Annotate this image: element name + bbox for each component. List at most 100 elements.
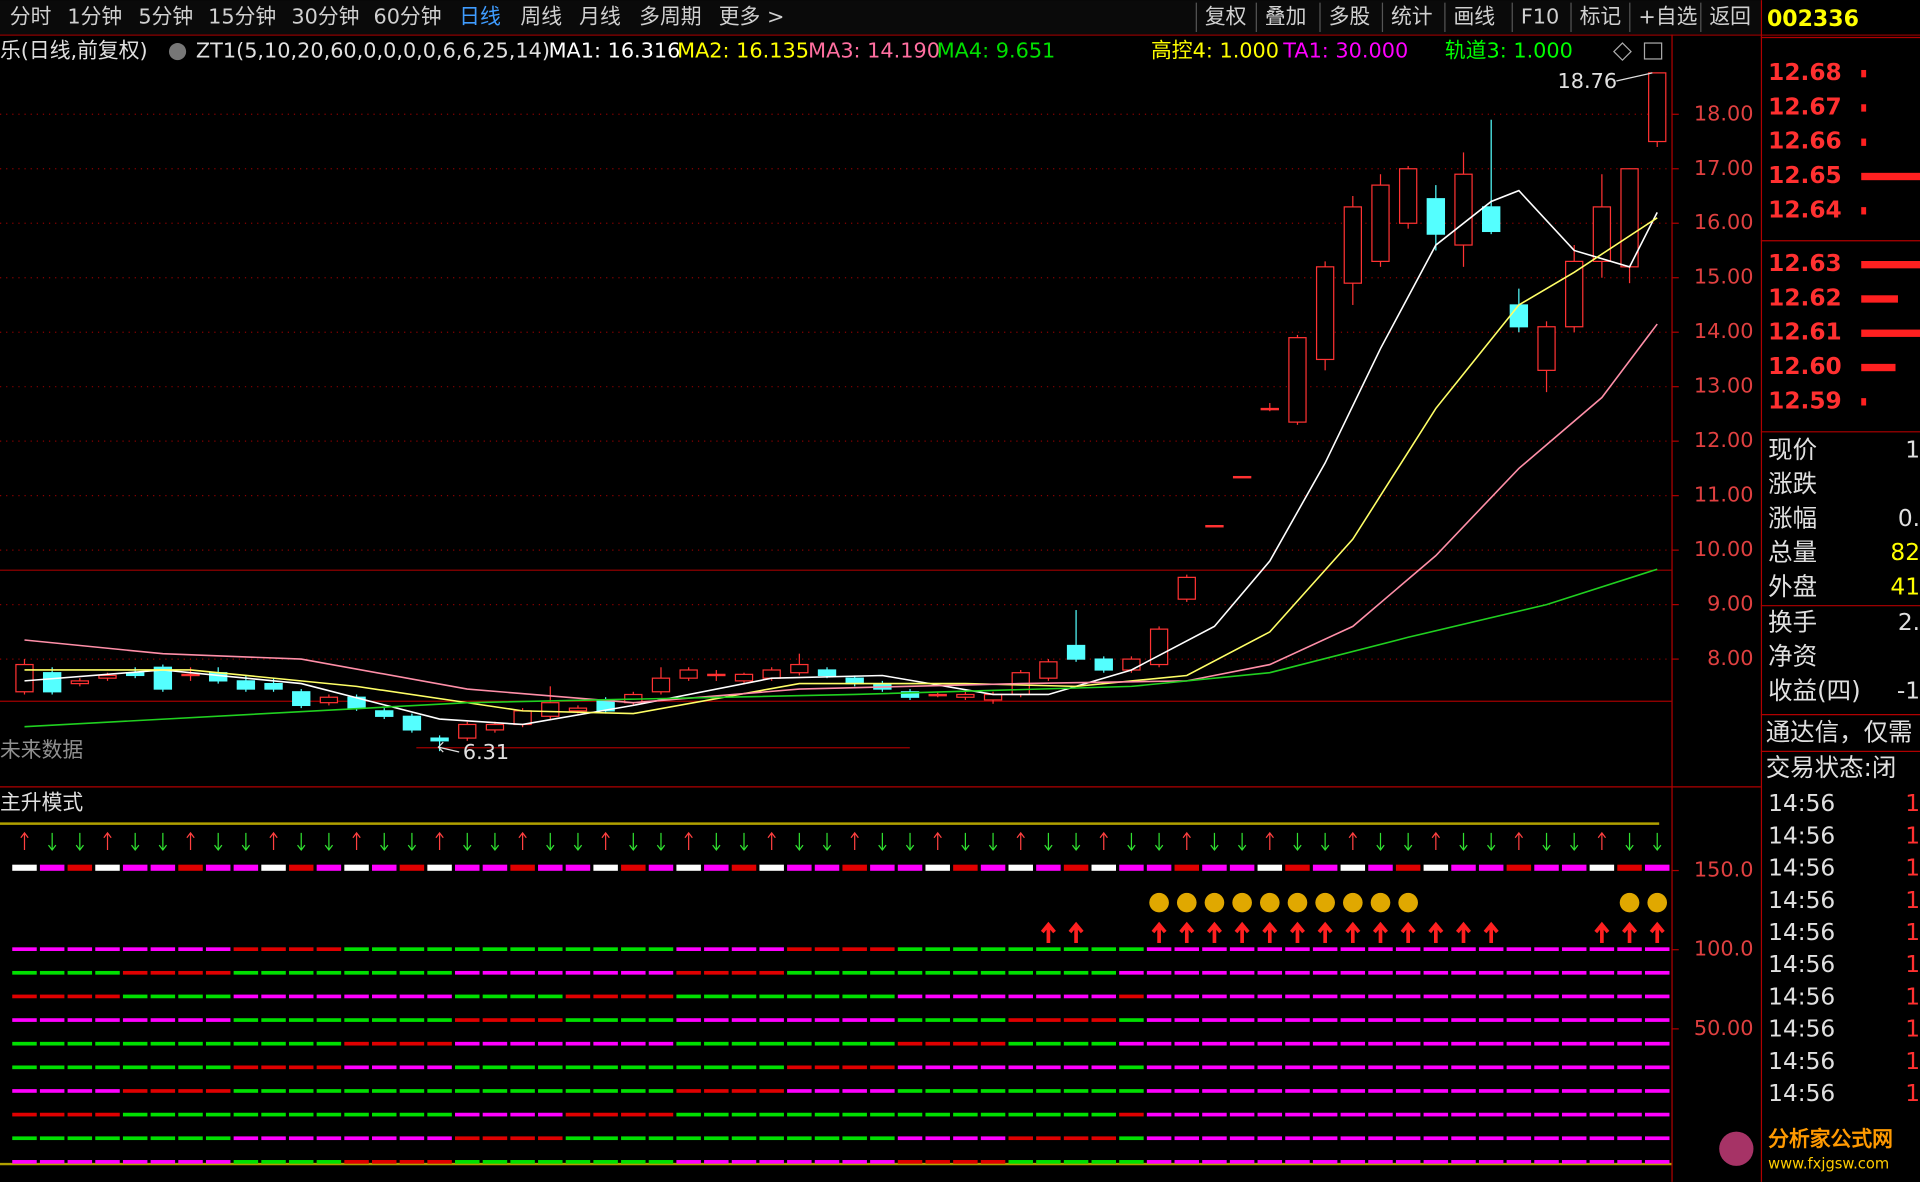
window-icon[interactable] bbox=[1643, 42, 1663, 60]
signal-dash bbox=[1644, 1041, 1670, 1046]
signal-dash bbox=[1506, 1065, 1532, 1070]
period-tab[interactable]: 分时 bbox=[10, 4, 52, 28]
tick-time: 14:56 bbox=[1768, 855, 1835, 882]
book-price: 12.67 bbox=[1768, 93, 1842, 120]
period-tab[interactable]: 月线 bbox=[579, 4, 621, 28]
signal-dash bbox=[1174, 970, 1200, 975]
y-tick-label: 14.00 bbox=[1694, 319, 1754, 343]
toolbar-button[interactable]: 多股 bbox=[1329, 4, 1371, 28]
signal-dash bbox=[1146, 1089, 1172, 1093]
period-tab[interactable]: 多周期 bbox=[639, 4, 701, 28]
signal-dash bbox=[288, 947, 314, 951]
signal-dash bbox=[233, 1112, 259, 1117]
signal-dash bbox=[648, 1065, 674, 1070]
signal-dash bbox=[233, 864, 259, 871]
toolbar-button[interactable]: 返回 bbox=[1709, 4, 1751, 28]
signal-dash bbox=[1202, 1112, 1227, 1117]
signal-dash bbox=[1036, 1136, 1061, 1141]
signal-dash bbox=[925, 1041, 950, 1046]
signal-dash bbox=[1257, 1160, 1283, 1164]
signal-dash bbox=[1451, 1112, 1476, 1117]
signal-dash bbox=[1589, 1160, 1615, 1164]
candle-body bbox=[70, 680, 90, 685]
dropdown-icon[interactable] bbox=[168, 43, 187, 61]
tick-price: 1 bbox=[1905, 790, 1920, 817]
signal-dash bbox=[1561, 1136, 1587, 1141]
signal-dash bbox=[39, 1041, 65, 1046]
period-tab[interactable]: 更多 > bbox=[719, 4, 785, 28]
signal-dash bbox=[787, 1041, 812, 1046]
signal-arrow bbox=[490, 832, 500, 851]
y-tick-label: 11.00 bbox=[1694, 483, 1754, 507]
signal-dash bbox=[427, 1089, 452, 1093]
signal-dash bbox=[1119, 1089, 1144, 1093]
signal-dash bbox=[731, 994, 757, 999]
candle-body bbox=[1648, 72, 1667, 143]
signal-dash bbox=[676, 947, 701, 951]
toolbar-button[interactable]: 画线 bbox=[1453, 4, 1495, 28]
signal-dash bbox=[648, 970, 674, 975]
rise-arrow bbox=[1040, 921, 1056, 944]
depth-bar bbox=[1861, 207, 1867, 215]
signal-dash bbox=[621, 994, 646, 999]
signal-dash bbox=[1091, 1160, 1116, 1164]
signal-dash bbox=[731, 1018, 757, 1022]
tick-price: 1 bbox=[1905, 983, 1920, 1010]
signal-arrow bbox=[463, 832, 472, 851]
signal-dash bbox=[842, 1065, 867, 1070]
period-tab[interactable]: 日线 bbox=[459, 4, 501, 28]
signal-dash bbox=[372, 1018, 397, 1022]
diamond-icon[interactable] bbox=[1613, 42, 1632, 62]
quote-value: -1 bbox=[1897, 678, 1920, 705]
signal-dash bbox=[1063, 1160, 1089, 1164]
signal-arrow bbox=[20, 831, 29, 850]
period-tab[interactable]: 30分钟 bbox=[291, 4, 359, 28]
signal-arrow bbox=[1625, 832, 1634, 851]
signal-dash bbox=[288, 1041, 314, 1046]
signal-dash bbox=[731, 947, 757, 951]
signal-dash bbox=[288, 1112, 314, 1117]
signal-dash bbox=[1202, 1160, 1227, 1164]
signal-arrow bbox=[269, 831, 278, 850]
signal-dash bbox=[842, 1089, 867, 1093]
period-tab[interactable]: 5分钟 bbox=[138, 4, 193, 28]
signal-dash bbox=[233, 1136, 259, 1141]
tick-time: 14:56 bbox=[1768, 790, 1835, 817]
signal-dash bbox=[925, 947, 950, 951]
signal-dash bbox=[1451, 1065, 1476, 1070]
toolbar-button[interactable]: 复权 bbox=[1205, 4, 1247, 28]
signal-arrow bbox=[158, 832, 168, 851]
period-tab[interactable]: 60分钟 bbox=[373, 4, 441, 28]
signal-dash bbox=[1091, 947, 1116, 951]
period-tab[interactable]: 周线 bbox=[520, 4, 562, 28]
toolbar-button[interactable]: F10 bbox=[1521, 4, 1559, 28]
signal-dash bbox=[1063, 1041, 1089, 1046]
signal-dash bbox=[1368, 1018, 1393, 1022]
signal-dash bbox=[1146, 864, 1172, 871]
signal-dash bbox=[261, 1160, 286, 1164]
signal-arrow bbox=[48, 832, 57, 851]
signal-dash bbox=[1423, 994, 1449, 999]
toolbar-button[interactable]: 叠加 bbox=[1265, 4, 1307, 28]
rise-arrow bbox=[1068, 921, 1084, 944]
signal-dash bbox=[980, 1136, 1006, 1141]
toolbar-button[interactable]: 标记 bbox=[1580, 4, 1622, 28]
toolbar-button[interactable]: +自选 bbox=[1638, 4, 1697, 28]
period-tab[interactable]: 15分钟 bbox=[208, 4, 276, 28]
toolbar-button[interactable]: 统计 bbox=[1391, 4, 1433, 28]
signal-dash bbox=[897, 970, 923, 975]
quote-label: 换手 bbox=[1768, 607, 1817, 636]
signal-dash bbox=[814, 1065, 840, 1070]
signal-dash bbox=[1063, 970, 1089, 975]
signal-arrow bbox=[1653, 832, 1662, 851]
signal-dash bbox=[12, 1018, 37, 1022]
signal-dash bbox=[648, 947, 674, 951]
signal-dash bbox=[482, 1160, 508, 1164]
signal-dash bbox=[1561, 1041, 1587, 1046]
book-price: 12.65 bbox=[1768, 162, 1842, 189]
signal-dash bbox=[593, 994, 618, 999]
signal-dash bbox=[1285, 864, 1310, 871]
period-tab[interactable]: 1分钟 bbox=[67, 4, 122, 28]
signal-dash bbox=[1644, 1112, 1670, 1117]
signal-dash bbox=[67, 1136, 93, 1141]
